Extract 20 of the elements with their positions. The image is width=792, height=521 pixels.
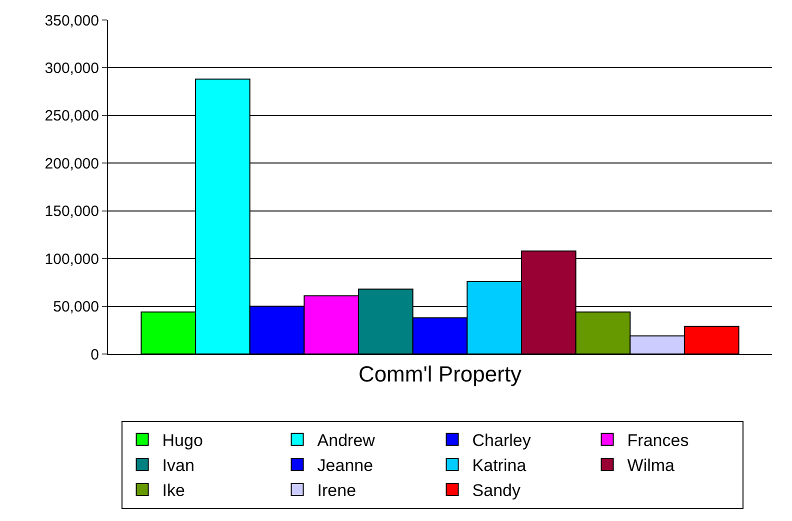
y-tick-label: 300,000 bbox=[44, 60, 99, 77]
legend-label: Sandy bbox=[472, 481, 521, 500]
legend-label: Ivan bbox=[162, 456, 194, 476]
y-tick-label: 50,000 bbox=[53, 298, 99, 316]
y-tick-label: 100,000 bbox=[44, 250, 99, 268]
y-tick-label: 200,000 bbox=[44, 155, 99, 172]
legend-label: Andrew bbox=[317, 430, 376, 450]
legend-label: Frances bbox=[627, 430, 689, 450]
x-tick-label: Comm'l Property bbox=[358, 361, 522, 386]
legend-label: Charley bbox=[472, 430, 532, 450]
y-tick-label: 150,000 bbox=[44, 203, 99, 220]
legend-label: Irene bbox=[317, 481, 356, 500]
legend-label: Hugo bbox=[162, 430, 203, 450]
legend-label: Ike bbox=[162, 481, 185, 500]
y-tick-label: 250,000 bbox=[44, 108, 99, 125]
legend-label: Katrina bbox=[472, 456, 527, 476]
y-tick-label: 350,000 bbox=[44, 12, 99, 30]
y-tick-label: 0 bbox=[90, 346, 99, 364]
legend-label: Wilma bbox=[627, 456, 676, 476]
legend-label: Jeanne bbox=[317, 456, 374, 476]
